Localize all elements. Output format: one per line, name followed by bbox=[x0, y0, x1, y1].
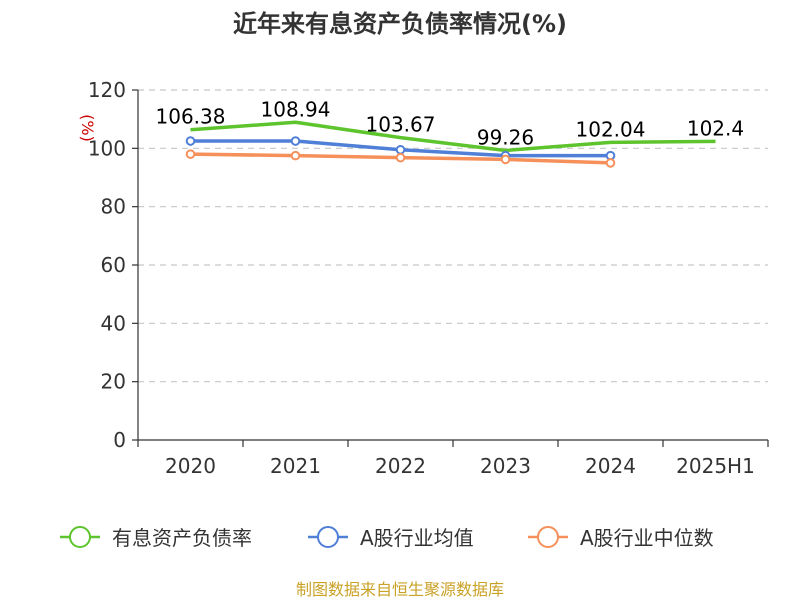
legend-label-2: A股行业中位数 bbox=[580, 526, 714, 550]
axes: 0 20 40 60 80 100 120 2020 2021 2022 2023 2024 2025H… bbox=[88, 78, 769, 478]
data-labels: 106.38 108.94 103.67 99.26 102.04 102.4 bbox=[156, 97, 745, 149]
series-point bbox=[290, 136, 301, 146]
x-tick-label: 2021 bbox=[270, 454, 321, 478]
x-tick-label: 2020 bbox=[165, 454, 216, 478]
series-point bbox=[185, 149, 196, 159]
series-point bbox=[395, 152, 406, 163]
series-point bbox=[290, 150, 301, 161]
legend-marker-2 bbox=[537, 526, 559, 548]
legend-marker-1 bbox=[317, 526, 339, 548]
y-tick-label: 20 bbox=[101, 370, 126, 394]
series-point bbox=[395, 144, 406, 155]
y-tick-label: 40 bbox=[101, 311, 126, 335]
x-tick-label: 2023 bbox=[480, 454, 531, 478]
series-group bbox=[185, 120, 716, 168]
y-axis-label: (%) bbox=[78, 114, 97, 142]
chart-title: 近年来有息资产负债率情况(%) bbox=[233, 10, 567, 38]
series-line-0 bbox=[190, 120, 716, 153]
series-point bbox=[605, 158, 616, 168]
gridlines bbox=[138, 89, 768, 383]
legend-marker-0 bbox=[69, 526, 91, 548]
x-tick-label: 2025H1 bbox=[676, 454, 755, 478]
y-tick-label: 100 bbox=[88, 136, 126, 160]
x-tick-label: 2022 bbox=[375, 454, 426, 478]
data-label: 102.4 bbox=[687, 116, 744, 140]
y-tick-label: 80 bbox=[101, 195, 126, 219]
legend: 有息资产负债率 A股行业均值 A股行业中位数 bbox=[60, 526, 714, 550]
series-point bbox=[500, 154, 511, 165]
series-point bbox=[185, 136, 196, 146]
data-label: 102.04 bbox=[576, 117, 646, 141]
data-label: 103.67 bbox=[366, 113, 436, 137]
source-note: 制图数据来自恒生聚源数据库 bbox=[296, 580, 504, 599]
y-tick-label: 60 bbox=[101, 253, 126, 277]
legend-label-0: 有息资产负债率 bbox=[112, 526, 252, 550]
data-label: 106.38 bbox=[156, 105, 226, 129]
data-label: 99.26 bbox=[477, 125, 534, 149]
x-tick-label: 2024 bbox=[585, 454, 636, 478]
legend-label-1: A股行业均值 bbox=[360, 526, 474, 550]
data-label: 108.94 bbox=[261, 97, 331, 121]
y-tick-label: 0 bbox=[113, 428, 126, 452]
y-tick-label: 120 bbox=[88, 78, 126, 102]
